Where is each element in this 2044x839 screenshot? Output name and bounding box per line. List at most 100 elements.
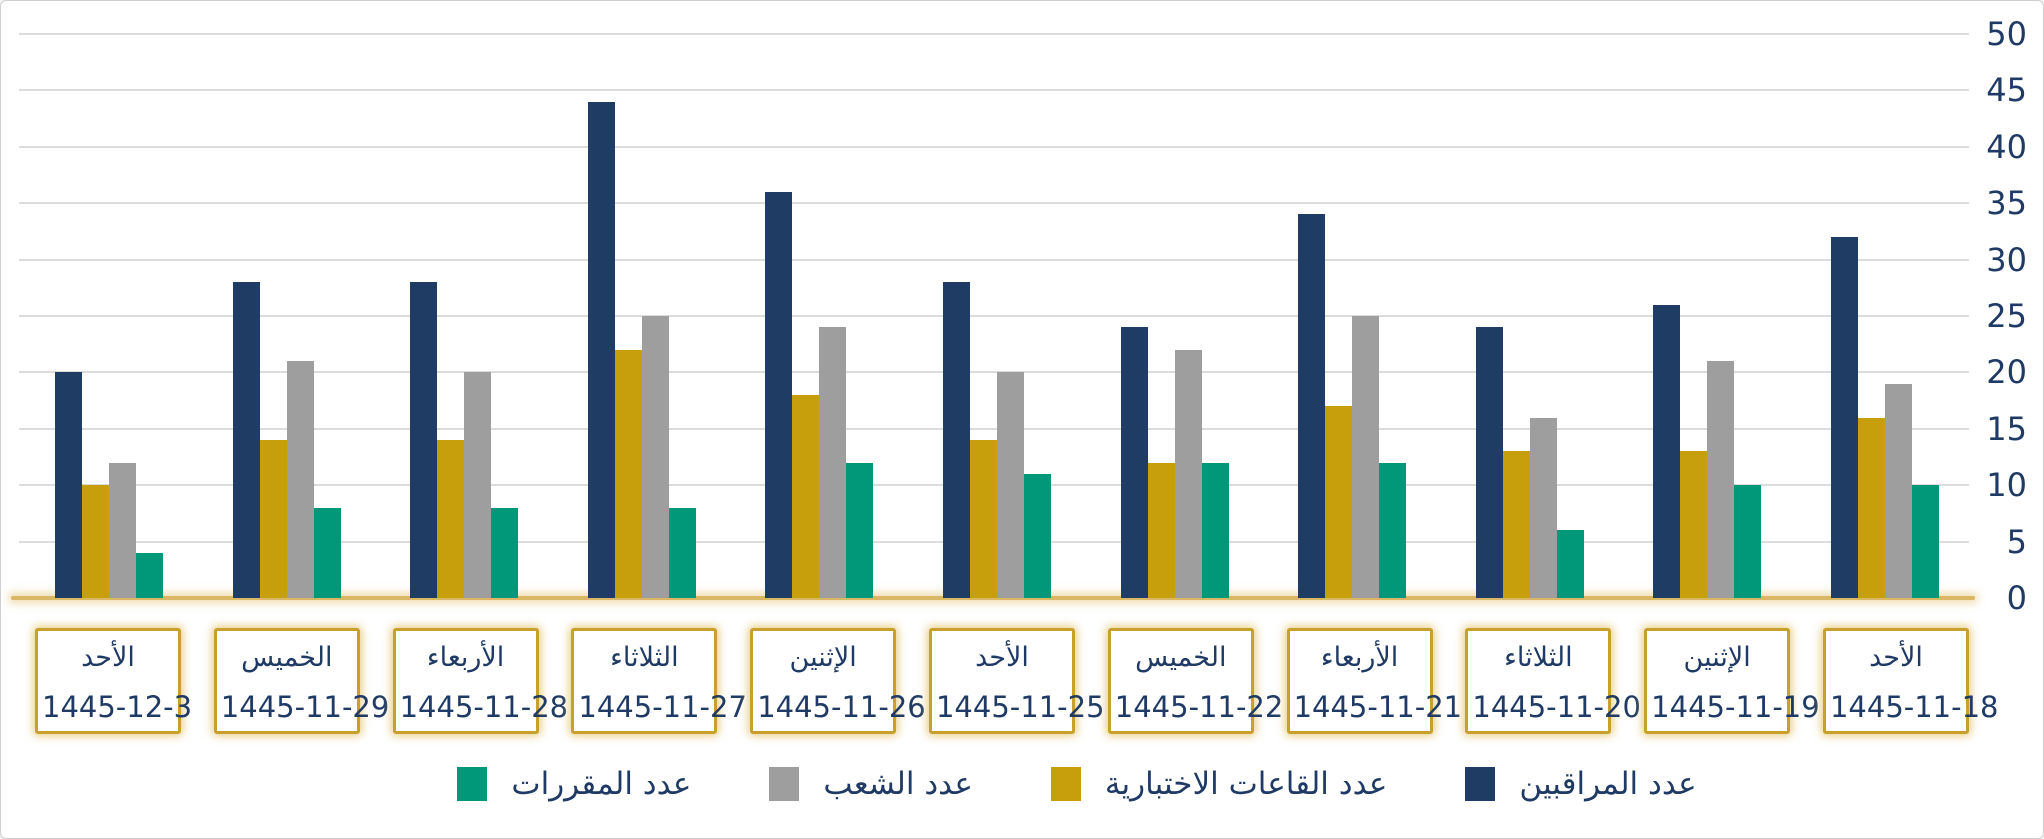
- bar[interactable]: [437, 440, 465, 598]
- day-label-box: الأربعاء 1445-11-21: [1286, 628, 1463, 734]
- bar[interactable]: [313, 508, 341, 598]
- day-date: 1445-11-21: [1293, 690, 1463, 724]
- day-name: الخميس: [241, 642, 333, 673]
- bar[interactable]: [82, 485, 109, 598]
- legend-item[interactable]: عدد المراقبين: [1465, 766, 1697, 802]
- bar[interactable]: [1352, 316, 1380, 598]
- bar[interactable]: [1830, 237, 1858, 598]
- legend-item[interactable]: عدد القاعات الاختبارية: [1050, 766, 1388, 802]
- bar[interactable]: [1911, 485, 1939, 598]
- gray-square-icon: [769, 767, 800, 801]
- day-date: 1445-11-29: [220, 690, 390, 724]
- day-date: 1445-12-3: [42, 690, 193, 724]
- bar[interactable]: [614, 350, 642, 598]
- y-tick-label-15: 15: [1986, 410, 2027, 448]
- day-name: الأربعاء: [426, 642, 505, 673]
- day-name: الأربعاء: [1320, 642, 1399, 673]
- gridline-40: [19, 146, 1969, 148]
- bar[interactable]: [1120, 327, 1148, 598]
- legend-item[interactable]: عدد الشعب: [769, 766, 973, 802]
- bar[interactable]: [819, 327, 847, 598]
- day-label-box: الثلاثاء 1445-11-20: [1465, 628, 1641, 734]
- day-name: الثلاثاء: [1504, 642, 1573, 673]
- navy-square-icon: [1465, 767, 1496, 801]
- legend-item[interactable]: عدد المقررات: [457, 766, 691, 802]
- bar[interactable]: [942, 282, 970, 598]
- bar[interactable]: [1653, 305, 1681, 598]
- bar[interactable]: [491, 508, 519, 598]
- bar-group-1445-11-25[interactable]: [923, 1, 1071, 598]
- day-label-box: الأحد 1445-12-3: [35, 628, 193, 734]
- bar-group-1445-11-28[interactable]: [390, 1, 538, 598]
- gold-square-icon: [1050, 767, 1081, 801]
- bar-group-1445-11-20[interactable]: [1456, 1, 1604, 598]
- bar[interactable]: [1174, 350, 1202, 598]
- bar[interactable]: [410, 282, 438, 598]
- legend-label: عدد القاعات الاختبارية: [1104, 766, 1388, 802]
- bar[interactable]: [1734, 485, 1762, 598]
- bar[interactable]: [464, 372, 492, 598]
- bar[interactable]: [765, 192, 793, 598]
- bar[interactable]: [286, 361, 314, 598]
- bar[interactable]: [1529, 418, 1557, 598]
- y-tick-label-25: 25: [1986, 297, 2027, 335]
- bar[interactable]: [1707, 361, 1735, 598]
- legend-label: عدد الشعب: [823, 766, 973, 802]
- y-tick-label-45: 45: [1986, 71, 2027, 109]
- y-tick-label-35: 35: [1986, 184, 2027, 222]
- gridline-30: [19, 259, 1969, 261]
- gridline-15: [19, 428, 1969, 430]
- bar[interactable]: [1857, 418, 1885, 598]
- bar-group-1445-11-22[interactable]: [1101, 1, 1249, 598]
- bar-group-1445-11-18[interactable]: [1811, 1, 1959, 598]
- bar-group-1445-12-3[interactable]: [35, 1, 183, 598]
- bar[interactable]: [792, 395, 820, 598]
- day-name: الإثنين: [1683, 642, 1751, 673]
- x-axis-category-labels: الأحد 1445-12-3 الخميس 1445-11-29 الأربعاء 14…: [35, 628, 1999, 734]
- y-tick-label-40: 40: [1986, 128, 2027, 166]
- bar[interactable]: [109, 463, 136, 598]
- bar[interactable]: [1884, 384, 1912, 598]
- bar[interactable]: [996, 372, 1024, 598]
- bar[interactable]: [1023, 474, 1051, 598]
- bar-group-1445-11-26[interactable]: [745, 1, 893, 598]
- bar[interactable]: [136, 553, 163, 598]
- bar[interactable]: [641, 316, 669, 598]
- day-label-box: الأربعاء 1445-11-28: [392, 628, 568, 734]
- bar[interactable]: [668, 508, 696, 598]
- bar[interactable]: [232, 282, 260, 598]
- bar[interactable]: [55, 372, 82, 598]
- day-date: 1445-11-18: [1829, 690, 1999, 724]
- bar-group-1445-11-21[interactable]: [1278, 1, 1426, 598]
- bar[interactable]: [1680, 451, 1708, 598]
- bar[interactable]: [1147, 463, 1175, 598]
- gridline-20: [19, 371, 1969, 373]
- bar-group-1445-11-19[interactable]: [1633, 1, 1781, 598]
- y-tick-label-0: 0: [2006, 579, 2027, 617]
- bar[interactable]: [1556, 530, 1584, 598]
- bar-group-1445-11-29[interactable]: [213, 1, 361, 598]
- chart-legend: عدد المراقبين عدد القاعات الاختبارية عدد ا…: [111, 753, 2043, 815]
- day-date: 1445-11-19: [1651, 690, 1820, 724]
- x-axis-baseline: [11, 596, 1975, 600]
- y-tick-label-30: 30: [1986, 241, 2027, 279]
- day-date: 1445-11-25: [935, 690, 1105, 724]
- bar[interactable]: [1298, 214, 1326, 598]
- y-tick-label-50: 50: [1986, 15, 2027, 53]
- bar[interactable]: [1502, 451, 1530, 598]
- day-label-box: الأحد 1445-11-18: [1822, 628, 1999, 734]
- bar[interactable]: [259, 440, 287, 598]
- bar[interactable]: [1379, 463, 1407, 598]
- day-name: الأحد: [975, 642, 1029, 673]
- bar[interactable]: [1201, 463, 1229, 598]
- bar-group-1445-11-27[interactable]: [568, 1, 716, 598]
- day-date: 1445-11-22: [1114, 690, 1284, 724]
- legend-label: عدد المقررات: [511, 766, 692, 802]
- day-name: الأحد: [1869, 642, 1923, 673]
- bar[interactable]: [969, 440, 997, 598]
- bar[interactable]: [587, 102, 615, 598]
- bar[interactable]: [1475, 327, 1503, 598]
- bar[interactable]: [846, 463, 874, 598]
- bar[interactable]: [1325, 406, 1353, 598]
- plot-area: [11, 1, 1975, 600]
